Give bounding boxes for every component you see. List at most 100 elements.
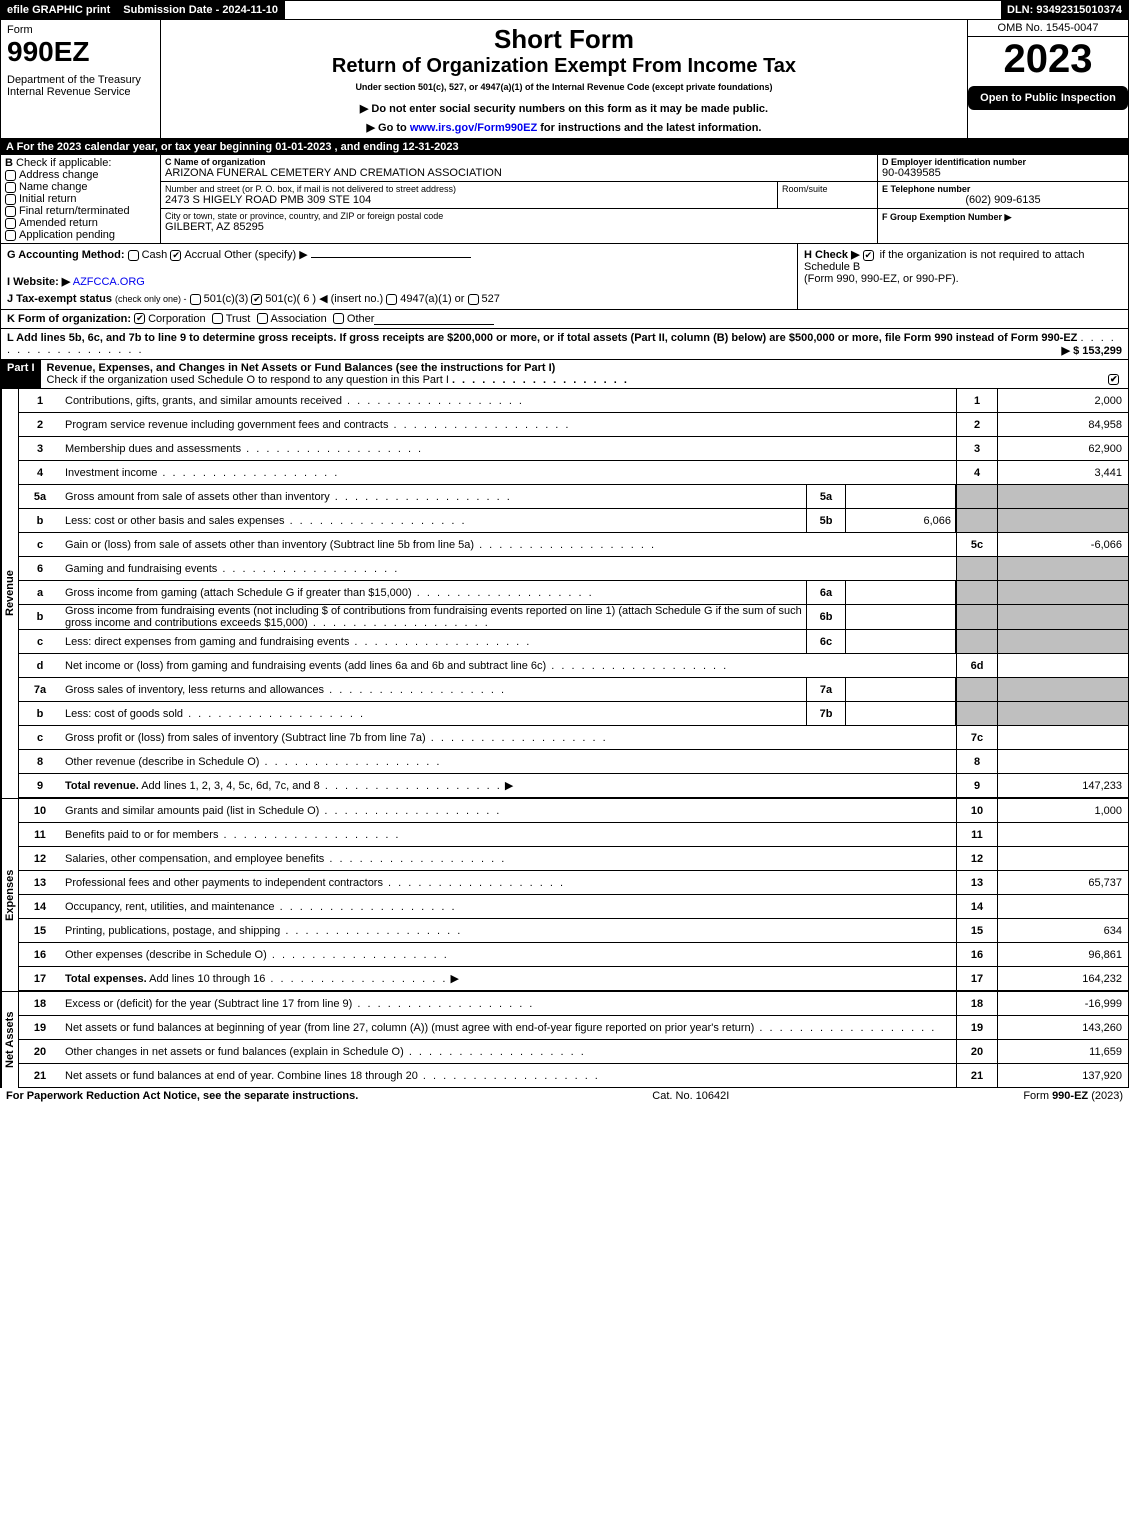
chk-application-pending[interactable] <box>5 230 16 241</box>
netassets-label: Net Assets <box>1 992 18 1088</box>
chk-accrual[interactable] <box>170 250 181 261</box>
section-b: B Check if applicable: Address change Na… <box>1 155 161 243</box>
line-desc: Gain or (loss) from sale of assets other… <box>61 539 956 551</box>
line-value <box>998 630 1128 653</box>
l-text: L Add lines 5b, 6c, and 7b to line 9 to … <box>7 332 1077 344</box>
chk-501c[interactable] <box>251 294 262 305</box>
netassets-group: Net Assets 18Excess or (deficit) for the… <box>0 991 1129 1088</box>
chk-4947[interactable] <box>386 294 397 305</box>
line-21: 21Net assets or fund balances at end of … <box>18 1064 1129 1088</box>
b-label: B <box>5 157 13 169</box>
k-assoc: Association <box>271 313 327 325</box>
chk-initial-return[interactable] <box>5 194 16 205</box>
line-18: 18Excess or (deficit) for the year (Subt… <box>18 992 1129 1016</box>
footer-right: Form 990-EZ (2023) <box>1023 1090 1123 1102</box>
chk-527[interactable] <box>468 294 479 305</box>
line-desc: Other expenses (describe in Schedule O) <box>61 949 956 961</box>
sub-label: 6b <box>806 605 846 629</box>
line-num: 13 <box>19 877 61 889</box>
title-return: Return of Organization Exempt From Incom… <box>167 55 961 78</box>
opt-application-pending: Application pending <box>19 229 115 241</box>
line-desc: Membership dues and assessments <box>61 443 956 455</box>
form-word: Form <box>7 24 154 36</box>
i-line: I Website: ▶ AZFCCA.ORG <box>7 275 791 288</box>
chk-cash[interactable] <box>128 250 139 261</box>
header-left: Form 990EZ Department of the Treasury In… <box>1 20 161 138</box>
irs-link[interactable]: www.irs.gov/Form990EZ <box>410 122 537 134</box>
chk-501c3[interactable] <box>190 294 201 305</box>
chk-final-return[interactable] <box>5 206 16 217</box>
efile-print[interactable]: efile GRAPHIC print <box>1 1 117 19</box>
line-6: 6Gaming and fundraising events <box>18 557 1129 581</box>
line-desc: Salaries, other compensation, and employ… <box>61 853 956 865</box>
sub-value <box>846 605 956 629</box>
line-6b: bGross income from fundraising events (n… <box>18 605 1129 630</box>
k-trust: Trust <box>226 313 251 325</box>
chk-trust[interactable] <box>212 313 223 324</box>
line-6a: aGross income from gaming (attach Schedu… <box>18 581 1129 605</box>
sub-label: 6a <box>806 581 846 604</box>
header-mid: Short Form Return of Organization Exempt… <box>161 20 968 138</box>
sub-label: 5a <box>806 485 846 508</box>
g-label: G Accounting Method: <box>7 249 125 261</box>
line-num: 19 <box>19 1022 61 1034</box>
line-value <box>998 678 1128 701</box>
line-desc: Investment income <box>61 467 956 479</box>
line-num: a <box>19 587 61 599</box>
k-corp: Corporation <box>148 313 205 325</box>
line-desc: Gaming and fundraising events <box>61 563 956 575</box>
line-value: 62,900 <box>998 437 1128 460</box>
line-num: b <box>19 515 61 527</box>
line-desc: Net income or (loss) from gaming and fun… <box>61 660 956 672</box>
l-amount: ▶ $ 153,299 <box>1062 344 1122 357</box>
line-desc: Total expenses. Add lines 10 through 16 … <box>61 972 956 985</box>
sub-label: 5b <box>806 509 846 532</box>
line-value: 2,000 <box>998 389 1128 412</box>
line-num: 12 <box>19 853 61 865</box>
line-rnum: 12 <box>956 847 998 870</box>
chk-schedule-o[interactable] <box>1108 374 1119 385</box>
j-527: 527 <box>482 293 500 305</box>
line-14: 14Occupancy, rent, utilities, and mainte… <box>18 895 1129 919</box>
line-rnum: 16 <box>956 943 998 966</box>
footer-cat: Cat. No. 10642I <box>652 1090 729 1102</box>
line-desc: Printing, publications, postage, and shi… <box>61 925 956 937</box>
revenue-label: Revenue <box>1 389 18 798</box>
line-desc: Excess or (deficit) for the year (Subtra… <box>61 998 956 1010</box>
line-rnum: 13 <box>956 871 998 894</box>
c-city-label: City or town, state or province, country… <box>165 211 873 221</box>
line-num: 15 <box>19 925 61 937</box>
chk-name-change[interactable] <box>5 182 16 193</box>
line-rnum: 4 <box>956 461 998 484</box>
part-i-title-block: Revenue, Expenses, and Changes in Net As… <box>41 360 1128 388</box>
line-num: c <box>19 636 61 648</box>
form-number: 990EZ <box>7 36 154 68</box>
expenses-group: Expenses 10Grants and similar amounts pa… <box>0 798 1129 991</box>
chk-corporation[interactable] <box>134 313 145 324</box>
line-6c: cLess: direct expenses from gaming and f… <box>18 630 1129 654</box>
footer-left: For Paperwork Reduction Act Notice, see … <box>6 1090 358 1102</box>
h-text3: (Form 990, 990-EZ, or 990-PF). <box>804 273 959 285</box>
line-num: 5a <box>19 491 61 503</box>
top-bar: efile GRAPHIC print Submission Date - 20… <box>0 0 1129 20</box>
section-g-i-j: G Accounting Method: Cash Accrual Other … <box>1 244 798 309</box>
line-num: 9 <box>19 780 61 792</box>
chk-address-change[interactable] <box>5 170 16 181</box>
line-num: 7a <box>19 684 61 696</box>
line-num: 8 <box>19 756 61 768</box>
line-desc: Gross amount from sale of assets other t… <box>61 491 806 503</box>
revenue-group: Revenue 1Contributions, gifts, grants, a… <box>0 389 1129 798</box>
room-suite-label: Room/suite <box>782 184 873 194</box>
omb-number: OMB No. 1545-0047 <box>968 20 1128 37</box>
line-value: 1,000 <box>998 799 1128 822</box>
chk-amended-return[interactable] <box>5 218 16 229</box>
org-city: GILBERT, AZ 85295 <box>165 221 873 233</box>
chk-association[interactable] <box>257 313 268 324</box>
chk-other[interactable] <box>333 313 344 324</box>
chk-h[interactable] <box>863 250 874 261</box>
line-desc: Professional fees and other payments to … <box>61 877 956 889</box>
line-num: 6 <box>19 563 61 575</box>
line-value: 634 <box>998 919 1128 942</box>
website-link[interactable]: AZFCCA.ORG <box>73 276 145 288</box>
line-11: 11Benefits paid to or for members11 <box>18 823 1129 847</box>
